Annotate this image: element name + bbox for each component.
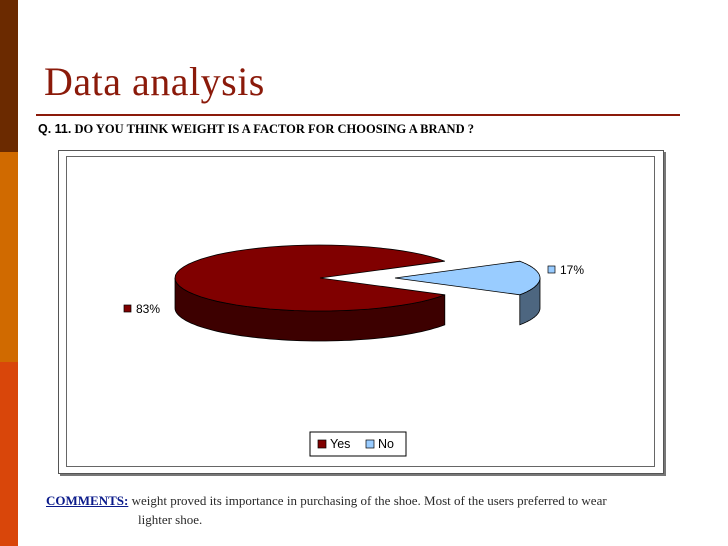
legend-label: No	[378, 437, 394, 451]
data-label-no: 17%	[547, 263, 584, 277]
chart-legend: Yes No	[309, 431, 407, 457]
page-title: Data analysis	[44, 59, 265, 104]
title-divider	[36, 114, 680, 116]
data-label-text: 83%	[136, 302, 160, 316]
legend: Yes No	[309, 431, 407, 457]
decor-stripe-top	[0, 0, 18, 152]
data-label-swatch	[547, 265, 556, 274]
comments-text-line2: lighter shoe.	[138, 512, 203, 527]
pie-slice-no	[394, 260, 541, 326]
data-label-yes: 83%	[123, 302, 160, 316]
decor-stripe-mid	[0, 152, 18, 362]
legend-item-yes: Yes	[317, 437, 350, 451]
pie-slices	[174, 244, 541, 342]
legend-item-no: No	[365, 437, 394, 451]
comments-label: COMMENTS:	[46, 493, 129, 508]
data-labels: 83% 17%	[123, 263, 584, 316]
decor-stripe-bottom	[0, 362, 18, 546]
legend-swatch	[365, 439, 375, 449]
question-text: DO YOU THINK WEIGHT IS A FACTOR FOR CHOO…	[74, 122, 474, 136]
legend-label: Yes	[330, 437, 350, 451]
data-label-swatch	[123, 304, 132, 313]
question-number: Q. 11.	[38, 122, 72, 136]
pie-slice-yes	[174, 244, 446, 342]
comments-block: COMMENTS: weight proved its importance i…	[46, 491, 666, 529]
legend-swatch	[317, 439, 327, 449]
question-heading: Q. 11. DO YOU THINK WEIGHT IS A FACTOR F…	[38, 122, 474, 137]
comments-text-line1: weight proved its importance in purchasi…	[131, 493, 607, 508]
data-label-text: 17%	[560, 263, 584, 277]
